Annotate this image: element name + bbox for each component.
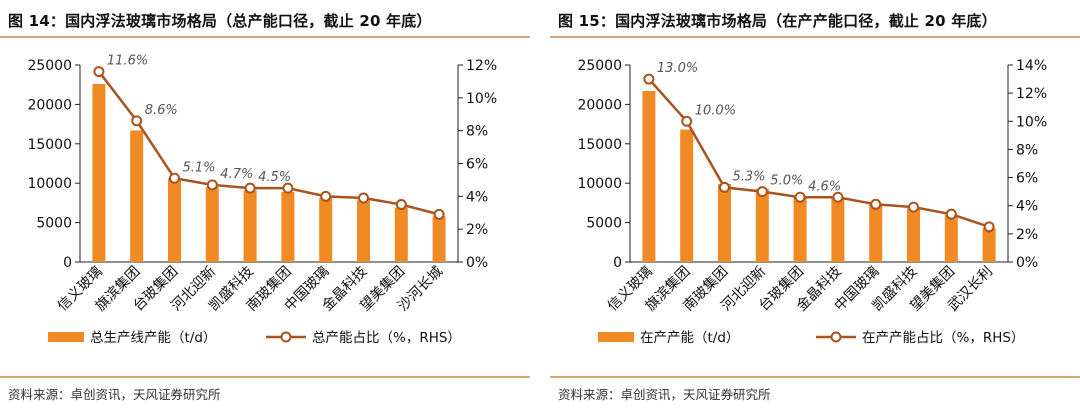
- legend-bar-label: 在产产能（t/d）: [640, 330, 739, 346]
- share-marker: [244, 182, 256, 194]
- right-tick-label: 2%: [1016, 227, 1038, 243]
- right-tick-label: 8%: [466, 124, 488, 140]
- share-marker: [93, 66, 105, 78]
- share-marker: [832, 191, 844, 203]
- share-marker: [282, 182, 294, 194]
- bar: [92, 83, 106, 262]
- bar: [718, 183, 731, 262]
- legend-bar-swatch: [48, 332, 84, 342]
- right-tick-label: 4%: [466, 189, 488, 205]
- share-marker: [320, 190, 332, 202]
- share-marker: [131, 115, 143, 127]
- share-marker: [945, 208, 957, 220]
- bar: [793, 196, 807, 262]
- right-tick-label: 2%: [466, 222, 488, 238]
- bar: [205, 187, 219, 262]
- share-marker: [681, 115, 693, 127]
- legend-marker-swatch: [830, 331, 842, 343]
- bar: [168, 178, 181, 262]
- right-tick-label: 0%: [466, 255, 488, 271]
- left-tick-label: 15000: [27, 137, 72, 153]
- bar: [755, 188, 769, 262]
- left-tick-label: 10000: [27, 176, 72, 192]
- chart-14: 0 5000 10000 15000 20000 25000 0% 2% 4% 6% 8% 10% 12…: [27, 54, 497, 346]
- left-tick-label: 15000: [577, 137, 622, 153]
- figure-14-panel: 图 14：国内浮法玻璃市场格局（总产能口径，截止 20 年底） 0 5000 100…: [0, 0, 530, 411]
- chart-15: 0 5000 10000 15000 20000 25000 0% 2% 4% 6% 8% 10% 12…: [577, 58, 1047, 346]
- data-label: 4.7%: [220, 167, 253, 182]
- source-rule: [550, 376, 1080, 378]
- bar: [243, 190, 257, 262]
- share-marker: [794, 191, 806, 203]
- right-tick-label: 8%: [1016, 142, 1038, 158]
- bar: [394, 207, 408, 262]
- right-tick-label: 6%: [466, 157, 488, 173]
- right-tick-label: 10%: [466, 91, 497, 107]
- left-tick-label: 0: [63, 255, 72, 271]
- title-rule: [0, 36, 530, 38]
- data-label: 11.6%: [107, 54, 148, 69]
- share-marker: [358, 192, 369, 204]
- title-rule: [550, 36, 1080, 38]
- legend-line-label: 在产产能占比（%，RHS）: [862, 330, 1024, 346]
- left-tick-label: 5000: [586, 216, 622, 232]
- right-tick-label: 12%: [1016, 86, 1047, 102]
- bar: [831, 198, 845, 262]
- share-marker: [983, 221, 995, 233]
- share-marker: [169, 172, 180, 184]
- left-tick-label: 10000: [577, 176, 622, 192]
- left-tick-label: 0: [613, 255, 622, 271]
- figure-title: 图 14：国内浮法玻璃市场格局（总产能口径，截止 20 年底）: [8, 12, 432, 30]
- right-tick-label: 6%: [1016, 171, 1038, 187]
- left-tick-label: 20000: [27, 97, 72, 113]
- legend-bar-label: 总生产线产能（t/d）: [90, 330, 216, 346]
- legend-marker-swatch: [280, 331, 292, 343]
- bar: [642, 91, 656, 262]
- source-note: 资料来源：卓创资讯，天风证券研究所: [8, 387, 221, 402]
- left-tick-label: 20000: [577, 97, 622, 113]
- right-tick-label: 0%: [1016, 255, 1038, 271]
- bar: [432, 216, 446, 262]
- right-tick-label: 10%: [1016, 114, 1047, 130]
- data-label: 4.6%: [808, 179, 841, 194]
- data-label: 5.0%: [770, 174, 803, 189]
- right-tick-label: 12%: [466, 58, 497, 74]
- data-label: 13.0%: [657, 61, 698, 76]
- source-note: 资料来源：卓创资讯，天风证券研究所: [558, 387, 771, 402]
- share-marker: [433, 208, 445, 220]
- data-label: 5.3%: [733, 169, 766, 184]
- legend-line-label: 总产能占比（%，RHS）: [312, 330, 461, 346]
- share-marker: [719, 181, 730, 193]
- share-marker: [756, 186, 768, 198]
- figure-title: 图 15：国内浮法玻璃市场格局（在产产能口径，截止 20 年底）: [558, 12, 997, 30]
- figure-15-panel: 图 15：国内浮法玻璃市场格局（在产产能口径，截止 20 年底） 0 5000 10…: [550, 0, 1080, 411]
- bar: [680, 129, 694, 262]
- bar: [869, 204, 883, 262]
- share-marker: [908, 201, 919, 213]
- share-line: [647, 78, 990, 229]
- bar: [130, 130, 144, 262]
- share-line: [97, 70, 440, 216]
- bar: [982, 228, 996, 262]
- data-label: 8.6%: [145, 103, 178, 118]
- bar: [319, 198, 333, 262]
- share-marker: [395, 199, 407, 211]
- share-marker: [870, 198, 882, 210]
- left-tick-label: 25000: [27, 58, 72, 74]
- bar: [357, 200, 370, 262]
- data-label: 10.0%: [695, 103, 736, 118]
- bar: [944, 214, 958, 262]
- data-label: 5.1%: [183, 160, 216, 175]
- data-label: 4.5%: [258, 170, 291, 185]
- share-marker: [206, 179, 218, 191]
- left-tick-label: 25000: [577, 58, 622, 74]
- share-marker: [643, 73, 655, 85]
- legend-bar-swatch: [598, 332, 634, 342]
- right-tick-label: 4%: [1016, 199, 1038, 215]
- source-rule: [0, 376, 530, 378]
- right-tick-label: 14%: [1016, 58, 1047, 74]
- bar: [907, 208, 920, 262]
- bar: [281, 191, 295, 262]
- left-tick-label: 5000: [36, 216, 72, 232]
